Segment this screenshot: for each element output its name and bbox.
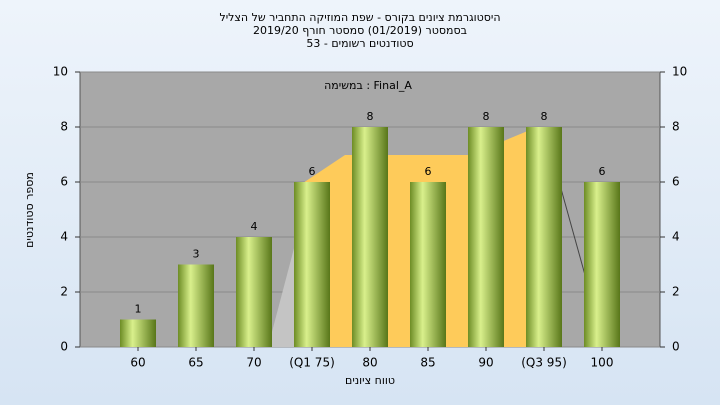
y2-tick-label: 2: [672, 285, 680, 299]
bar: [352, 127, 388, 347]
y-axis-label: מספר סטודנטים: [23, 172, 36, 248]
x-tick-label: 65: [188, 356, 203, 370]
value-label: 4: [251, 220, 258, 233]
bar: [584, 182, 620, 347]
y2-tick-label: 4: [672, 230, 680, 244]
bar: [236, 237, 272, 347]
bar: [468, 127, 504, 347]
x-tick-label: 100: [591, 356, 614, 370]
value-label: 8: [541, 110, 548, 123]
bar: [526, 127, 562, 347]
x-tick-label: (Q1 75): [289, 356, 335, 370]
y2-tick-label: 6: [672, 175, 680, 189]
y2-tick-label: 8: [672, 120, 680, 134]
x-tick-label: 90: [478, 356, 493, 370]
value-label: 6: [309, 165, 316, 178]
x-tick-label: 80: [362, 356, 377, 370]
value-label: 8: [483, 110, 490, 123]
bar: [120, 319, 156, 347]
y-tick-label: 6: [60, 175, 68, 189]
x-axis-label: טווח ציונים: [345, 374, 395, 387]
value-label: 8: [367, 110, 374, 123]
y-tick-label: 0: [60, 340, 68, 354]
y-tick-label: 10: [53, 65, 68, 79]
chart-title: היסטוגרמת ציונים בקורס - שפת המוזיקה התח…: [219, 11, 500, 24]
x-tick-label: 60: [130, 356, 145, 370]
x-tick-label: 85: [420, 356, 435, 370]
y2-tick-label: 0: [672, 340, 680, 354]
y-tick-label: 4: [60, 230, 68, 244]
x-tick-label: 70: [246, 356, 261, 370]
y-tick-label: 2: [60, 285, 68, 299]
annotation: במשימה : Final_A: [324, 79, 412, 92]
bar: [410, 182, 446, 347]
whisker-line: [559, 184, 586, 276]
y-tick-label: 8: [60, 120, 68, 134]
x-tick-label: (Q3 95): [521, 356, 567, 370]
value-label: 6: [425, 165, 432, 178]
value-label: 6: [599, 165, 606, 178]
y2-tick-label: 10: [672, 65, 687, 79]
value-label: 3: [193, 248, 200, 261]
value-label: 1: [135, 303, 142, 316]
bar: [178, 264, 214, 347]
bar: [294, 182, 330, 347]
chart-subtitle: סטודנטים רשומים - 53: [306, 37, 413, 50]
chart-subtitle: בסמסטר (01/2019) סמסטר חורף 2019/20: [253, 24, 467, 37]
